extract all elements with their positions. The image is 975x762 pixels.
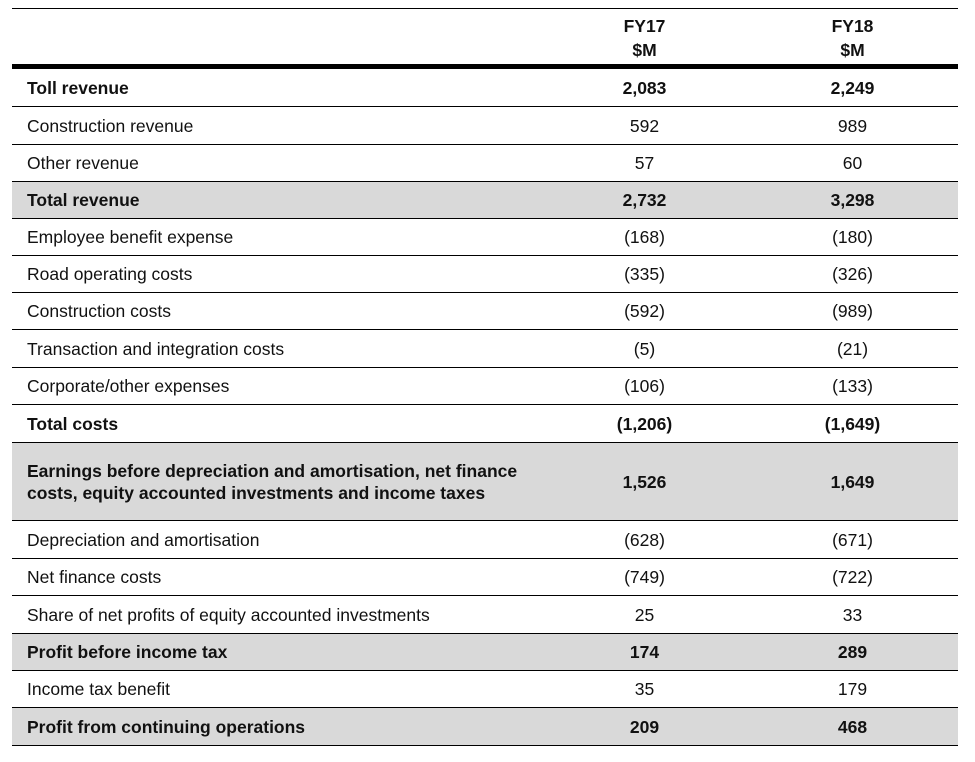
row-label: Transaction and integration costs bbox=[27, 338, 285, 359]
table-row: Share of net profits of equity accounted… bbox=[12, 596, 958, 634]
row-label: Road operating costs bbox=[27, 264, 193, 284]
row-label: Income tax benefit bbox=[27, 679, 170, 699]
table-row: Transaction and integration costs (5) (21) bbox=[12, 330, 958, 368]
row-label: Profit from continuing operations bbox=[27, 716, 306, 737]
table-row: Corporate/other expenses (106) (133) bbox=[12, 368, 958, 405]
row-fy18-value: 1,649 bbox=[830, 471, 875, 492]
header-fy17-year: FY17 bbox=[623, 16, 666, 36]
table-row: Total costs (1,206) (1,649) bbox=[12, 405, 958, 443]
table-row: Toll revenue 2,083 2,249 bbox=[12, 69, 958, 107]
row-label: Employee benefit expense bbox=[27, 227, 234, 247]
row-label: Total costs bbox=[27, 413, 119, 434]
table-row: Profit from continuing operations 209 468 bbox=[12, 708, 958, 746]
row-fy17-value: (168) bbox=[624, 227, 665, 247]
header-fy17-unit: $M bbox=[632, 40, 657, 60]
row-label: Earnings before depreciation and amortis… bbox=[27, 460, 518, 503]
row-label: Construction costs bbox=[27, 301, 171, 321]
header-fy18-year: FY18 bbox=[831, 16, 874, 36]
row-fy17-value: 35 bbox=[634, 679, 655, 699]
table-header: FY17 $M FY18 $M bbox=[12, 8, 958, 69]
row-label: Toll revenue bbox=[27, 77, 129, 98]
table-row: Total revenue 2,732 3,298 bbox=[12, 182, 958, 219]
table-row: Road operating costs (335) (326) bbox=[12, 256, 958, 293]
row-fy18-value: (722) bbox=[832, 567, 873, 587]
table-row: Construction costs (592) (989) bbox=[12, 293, 958, 330]
row-fy18-value: 179 bbox=[837, 679, 868, 699]
row-fy17-value: 1,526 bbox=[622, 471, 667, 492]
table-row: Construction revenue 592 989 bbox=[12, 107, 958, 145]
row-fy18-value: (21) bbox=[836, 338, 869, 359]
row-fy17-value: 25 bbox=[634, 604, 655, 625]
row-label: Share of net profits of equity accounted… bbox=[27, 604, 430, 625]
row-fy17-value: (592) bbox=[624, 301, 665, 321]
row-label: Profit before income tax bbox=[27, 642, 228, 662]
row-label: Total revenue bbox=[27, 190, 140, 210]
row-fy17-value: 174 bbox=[629, 642, 660, 662]
row-fy17-value: 209 bbox=[629, 716, 660, 737]
table-row: Net finance costs (749) (722) bbox=[12, 559, 958, 596]
row-label: Corporate/other expenses bbox=[27, 376, 230, 396]
row-fy18-value: 33 bbox=[842, 604, 863, 625]
row-fy18-value: (133) bbox=[832, 376, 873, 396]
row-fy17-value: 592 bbox=[629, 115, 660, 136]
row-fy18-value: 468 bbox=[837, 716, 868, 737]
row-label: Depreciation and amortisation bbox=[27, 529, 260, 550]
row-label: Construction revenue bbox=[27, 115, 194, 136]
table-row: Earnings before depreciation and amortis… bbox=[12, 443, 958, 521]
table-row: Employee benefit expense (168) (180) bbox=[12, 219, 958, 256]
row-fy17-value: (1,206) bbox=[616, 413, 673, 434]
row-fy18-value: (180) bbox=[832, 227, 873, 247]
row-fy17-value: 2,732 bbox=[622, 190, 667, 210]
header-label-cell bbox=[12, 62, 542, 64]
row-fy17-value: (106) bbox=[624, 376, 665, 396]
row-fy18-value: 289 bbox=[837, 642, 868, 662]
financial-table: FY17 $M FY18 $M Toll revenue 2,083 2,249 Co… bbox=[12, 8, 958, 746]
row-fy17-value: 2,083 bbox=[622, 77, 667, 98]
header-fy17: FY17 $M bbox=[542, 14, 747, 64]
row-fy17-value: (5) bbox=[633, 338, 656, 359]
table-row: Other revenue 57 60 bbox=[12, 145, 958, 182]
table-body: Toll revenue 2,083 2,249 Construction reven… bbox=[12, 69, 958, 746]
row-label: Net finance costs bbox=[27, 567, 162, 587]
row-fy18-value: 60 bbox=[842, 153, 863, 173]
header-fy18: FY18 $M bbox=[747, 14, 958, 64]
row-fy17-value: (749) bbox=[624, 567, 665, 587]
row-fy18-value: (1,649) bbox=[824, 413, 881, 434]
row-fy18-value: (989) bbox=[832, 301, 873, 321]
row-label: Other revenue bbox=[27, 153, 139, 173]
row-fy18-value: 2,249 bbox=[830, 77, 875, 98]
row-fy18-value: 3,298 bbox=[830, 190, 875, 210]
row-fy17-value: (335) bbox=[624, 264, 665, 284]
row-fy18-value: 989 bbox=[837, 115, 868, 136]
row-fy18-value: (326) bbox=[832, 264, 873, 284]
header-fy18-unit: $M bbox=[840, 40, 865, 60]
row-fy17-value: 57 bbox=[634, 153, 655, 173]
table-row: Income tax benefit 35 179 bbox=[12, 671, 958, 708]
row-fy17-value: (628) bbox=[624, 529, 665, 550]
table-row: Depreciation and amortisation (628) (671) bbox=[12, 521, 958, 559]
row-fy18-value: (671) bbox=[832, 529, 873, 550]
table-row: Profit before income tax 174 289 bbox=[12, 634, 958, 671]
